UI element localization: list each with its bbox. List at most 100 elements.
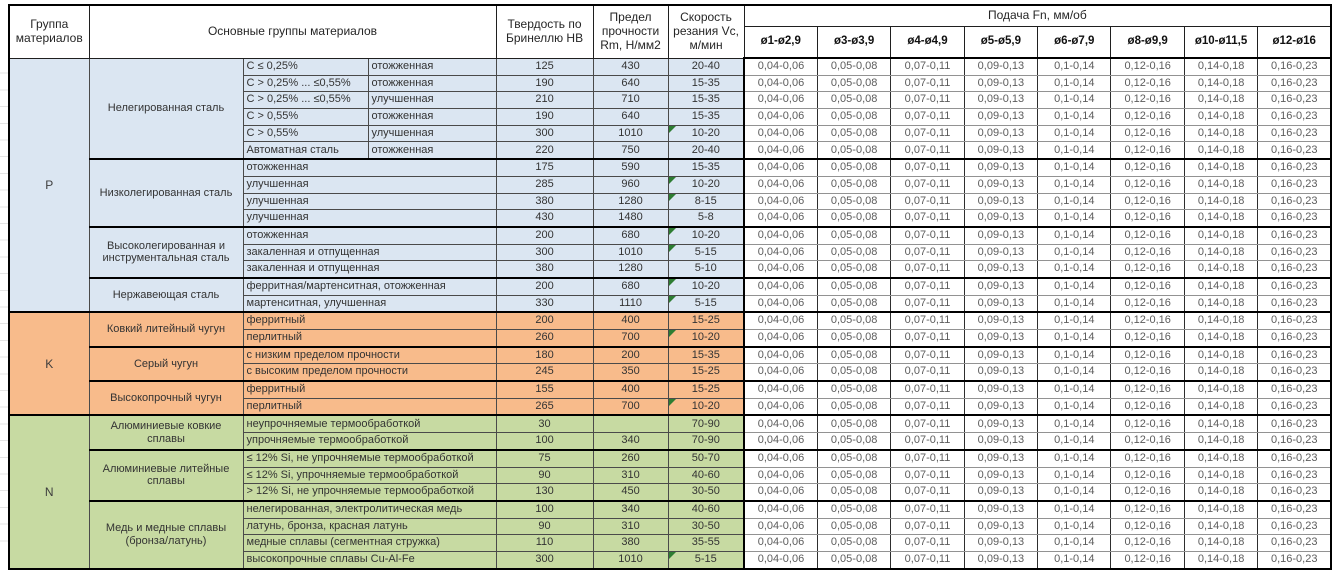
feed-cell: 0,14-0,18 xyxy=(1183,550,1259,570)
cell-flag-triangle-icon xyxy=(669,228,676,235)
feed-cell: 0,09-0,13 xyxy=(963,243,1039,262)
feed-cell: 0,05-0,08 xyxy=(816,158,892,177)
feed-cell: 0,16-0,23 xyxy=(1257,363,1332,382)
strength-cell xyxy=(592,414,669,434)
feed-cell: 0,05-0,08 xyxy=(816,260,892,279)
feed-cell: 0,05-0,08 xyxy=(816,141,892,160)
speed-cell: 8-15 xyxy=(667,192,746,211)
feed-cell: 0,1-0,14 xyxy=(1037,192,1112,211)
feed-cell: 0,16-0,23 xyxy=(1257,466,1332,485)
speed-cell: 15-25 xyxy=(667,380,746,399)
feed-cell: 0,14-0,18 xyxy=(1183,260,1259,279)
feed-cell: 0,1-0,14 xyxy=(1037,276,1112,296)
feed-cell: 0,16-0,23 xyxy=(1257,328,1332,348)
feed-cell: 0,1-0,14 xyxy=(1037,534,1112,552)
strength-cell: 640 xyxy=(592,74,669,93)
feed-cell: 0,05-0,08 xyxy=(816,175,892,194)
header-feed-span: Подача Fn, мм/об xyxy=(743,4,1332,27)
speed-cell: 35-55 xyxy=(667,534,746,552)
table-row: Алюминиевые литейные сплавы ≤ 12% Si, не … xyxy=(9,448,1332,502)
feed-cell: 0,1-0,14 xyxy=(1037,209,1112,228)
detail-cell: неупрочняемые термообработкой xyxy=(242,414,497,434)
table-row: C > 0,55% отожженная 190 640 15-35 0,04-0,06 0… xyxy=(9,108,1332,126)
feed-cell: 0,07-0,11 xyxy=(890,57,965,76)
feed-cell: 0,05-0,08 xyxy=(816,108,892,126)
header-feed-diameter-1: ø1-ø2,9 xyxy=(743,26,818,59)
hardness-cell: 330 xyxy=(495,294,594,313)
feed-cell: 0,12-0,16 xyxy=(1110,243,1185,262)
group-letter-cell: N xyxy=(8,414,90,570)
feed-cell: 0,07-0,11 xyxy=(890,209,965,228)
feed-cell: 0,05-0,08 xyxy=(816,517,892,536)
feed-cell: 0,14-0,18 xyxy=(1183,294,1259,313)
feed-cell: 0,05-0,08 xyxy=(816,345,892,365)
speed-cell: 5-10 xyxy=(667,260,746,279)
feed-cell: 0,16-0,23 xyxy=(1257,432,1332,451)
detail-cell: улучшенная xyxy=(242,192,497,211)
feed-cell: 0,04-0,06 xyxy=(743,158,818,177)
feed-cell: 0,04-0,06 xyxy=(743,276,818,296)
subgroup-cell: Алюминиевые литейные сплавы xyxy=(88,448,244,502)
feed-cell: 0,16-0,23 xyxy=(1257,141,1332,160)
hardness-cell: 190 xyxy=(495,108,594,126)
feed-cell: 0,09-0,13 xyxy=(963,141,1039,160)
feed-cell: 0,07-0,11 xyxy=(890,363,965,382)
feed-cell: 0,05-0,08 xyxy=(816,363,892,382)
feed-cell: 0,12-0,16 xyxy=(1110,328,1185,348)
feed-cell: 0,14-0,18 xyxy=(1183,432,1259,451)
detail-cell: улучшенная xyxy=(367,124,497,143)
table-row: закаленная и отпущенная 380 1280 5-10 0,04-0… xyxy=(9,260,1332,279)
feed-cell: 0,14-0,18 xyxy=(1183,483,1259,502)
detail-cell: отожженная xyxy=(367,141,497,160)
feed-cell: 0,05-0,08 xyxy=(816,328,892,348)
feed-cell: 0,04-0,06 xyxy=(743,534,818,552)
feed-cell: 0,12-0,16 xyxy=(1110,499,1185,519)
feed-cell: 0,04-0,06 xyxy=(743,294,818,313)
feed-cell: 0,04-0,06 xyxy=(743,432,818,451)
detail-cell: с высоким пределом прочности xyxy=(242,363,497,382)
detail-cell: упрочняемые термообработкой xyxy=(242,432,497,451)
subgroup-cell: Нелегированная сталь xyxy=(88,57,244,160)
detail-cell: C > 0,25% ... ≤0,55% xyxy=(242,91,369,110)
feed-cell: 0,04-0,06 xyxy=(743,192,818,211)
feed-cell: 0,04-0,06 xyxy=(743,175,818,194)
feed-cell: 0,07-0,11 xyxy=(890,276,965,296)
hardness-cell: 430 xyxy=(495,209,594,228)
strength-cell: 430 xyxy=(592,57,669,76)
feed-cell: 0,05-0,08 xyxy=(816,209,892,228)
feed-cell: 0,07-0,11 xyxy=(890,260,965,279)
feed-cell: 0,05-0,08 xyxy=(816,550,892,570)
feed-cell: 0,07-0,11 xyxy=(890,311,965,331)
table-row: с высоким пределом прочности 245 350 15-25 0… xyxy=(9,363,1332,382)
detail-cell: улучшенная xyxy=(242,175,497,194)
strength-cell: 1280 xyxy=(592,260,669,279)
feed-cell: 0,09-0,13 xyxy=(963,499,1039,519)
table-row: ≤ 12% Si, упрочняемые термообработкой 90 3… xyxy=(9,466,1332,485)
speed-cell: 10-20 xyxy=(667,175,746,194)
feed-cell: 0,16-0,23 xyxy=(1257,499,1332,519)
feed-cell: 0,09-0,13 xyxy=(963,550,1039,570)
feed-cell: 0,14-0,18 xyxy=(1183,243,1259,262)
feed-cell: 0,14-0,18 xyxy=(1183,124,1259,143)
strength-cell: 1010 xyxy=(592,243,669,262)
cell-flag-triangle-icon xyxy=(669,279,676,286)
detail-cell: латунь, бронза, красная латунь xyxy=(242,517,497,536)
feed-cell: 0,04-0,06 xyxy=(743,243,818,262)
detail-cell: ферритная/мартенситная, отожженная xyxy=(242,276,497,296)
feed-cell: 0,12-0,16 xyxy=(1110,209,1185,228)
hardness-cell: 200 xyxy=(495,276,594,296)
feed-cell: 0,07-0,11 xyxy=(890,294,965,313)
feed-cell: 0,1-0,14 xyxy=(1037,466,1112,485)
feed-cell: 0,04-0,06 xyxy=(743,328,818,348)
speed-cell: 70-90 xyxy=(667,432,746,451)
header-feed-diameter-5: ø6-ø7,9 xyxy=(1037,26,1112,59)
speed-cell: 5-15 xyxy=(667,550,746,570)
feed-cell: 0,16-0,23 xyxy=(1257,57,1332,76)
feed-cell: 0,14-0,18 xyxy=(1183,158,1259,177)
feed-cell: 0,14-0,18 xyxy=(1183,499,1259,519)
detail-cell: закаленная и отпущенная xyxy=(242,243,497,262)
strength-cell: 340 xyxy=(592,499,669,519)
feed-cell: 0,07-0,11 xyxy=(890,499,965,519)
detail-cell: C > 0,55% xyxy=(242,124,369,143)
detail-cell: ферритный xyxy=(242,311,497,331)
